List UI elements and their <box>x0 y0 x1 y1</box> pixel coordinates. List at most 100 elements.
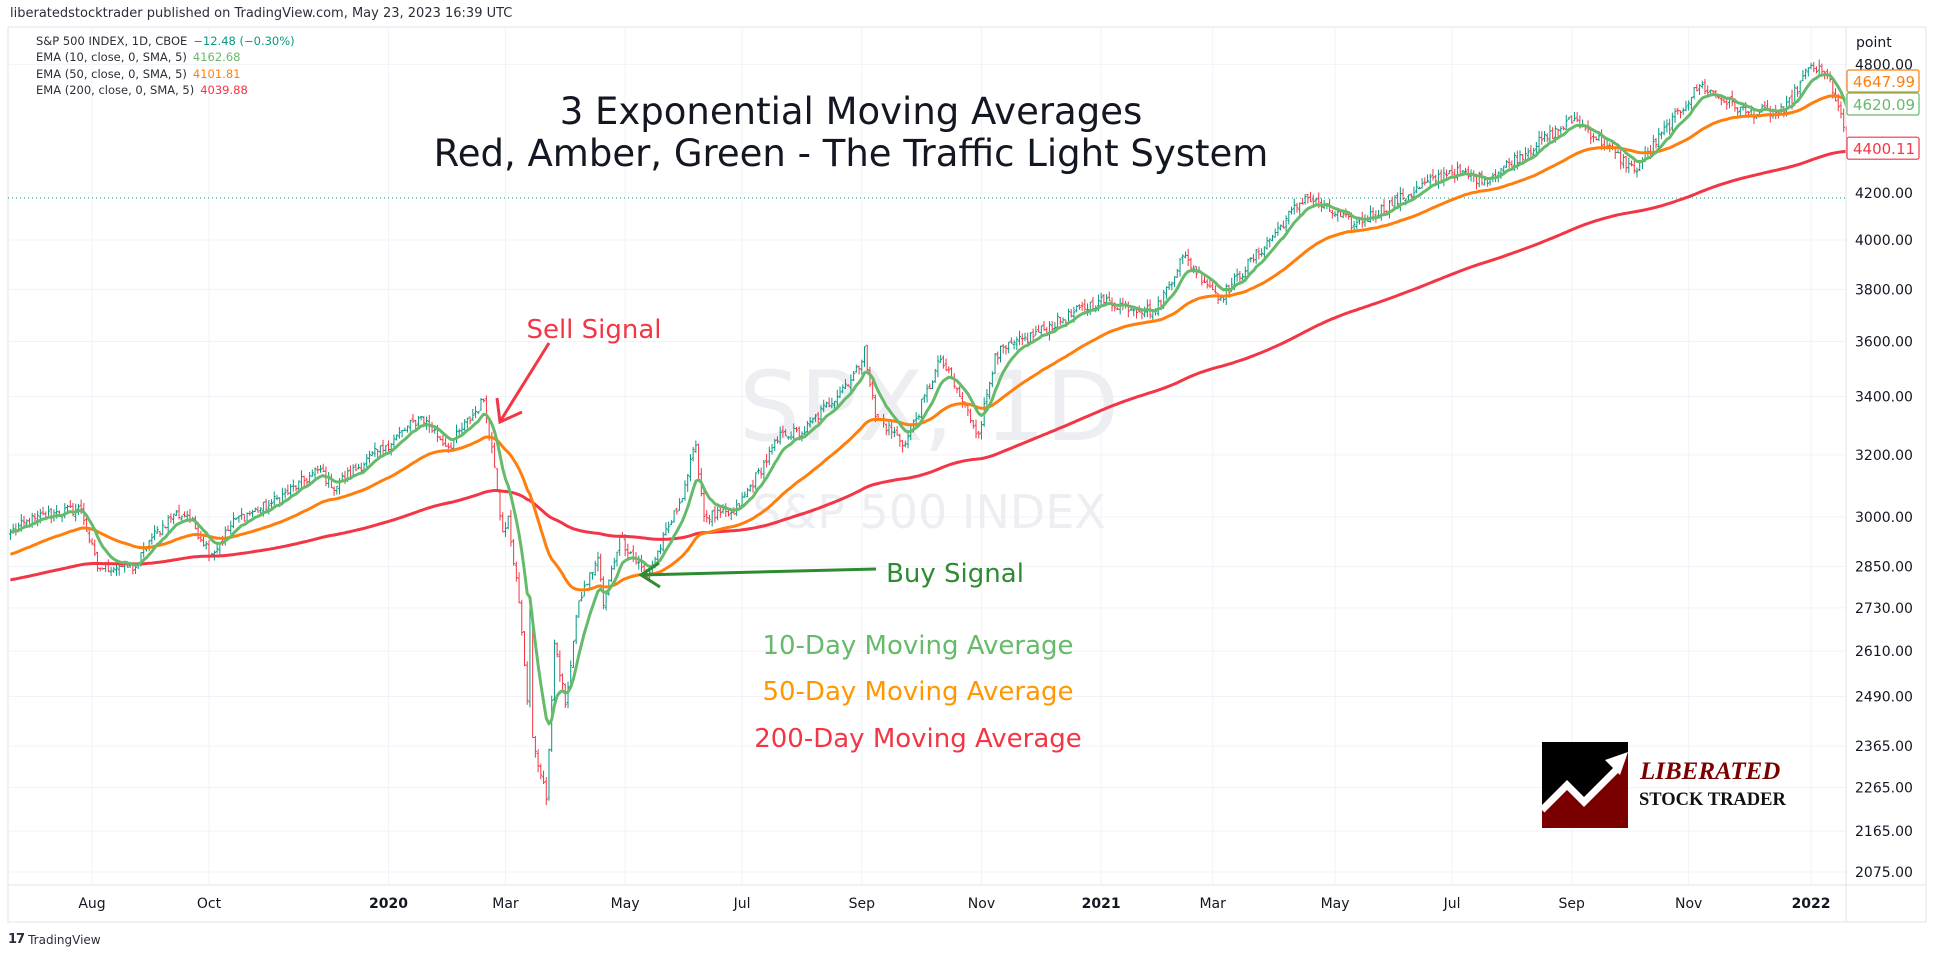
price-bar <box>1529 145 1533 159</box>
ema-lines <box>9 73 1851 726</box>
price-bar <box>1703 78 1707 95</box>
price-bar <box>716 506 720 521</box>
time-axis[interactable]: Aug Oct 2020 Mar May Jul Sep Nov 2021 Mar May Jul Se… <box>78 896 1830 912</box>
grid <box>8 27 1846 885</box>
price-bar <box>577 600 581 618</box>
price-bar <box>1012 340 1016 350</box>
price-bar <box>1687 100 1691 111</box>
price-bar <box>367 450 371 464</box>
price-bar <box>784 429 788 437</box>
legend-change: −12.48 (−0.30%) <box>193 34 295 48</box>
price-bar <box>1423 177 1427 186</box>
price-bar <box>574 614 578 644</box>
price-bar <box>1203 276 1206 284</box>
price-bar <box>803 426 807 435</box>
time-tick-label: Aug <box>78 896 105 912</box>
price-bar <box>310 469 314 477</box>
price-bar <box>1668 118 1672 135</box>
price-bar <box>1812 62 1816 73</box>
price-bar <box>990 371 994 388</box>
price-bar <box>1284 215 1288 232</box>
price-bar <box>1031 328 1035 341</box>
price-bar <box>1521 153 1525 162</box>
price-bar <box>22 515 26 528</box>
price-bar <box>678 498 682 511</box>
price-bar <box>944 358 948 372</box>
time-tick-label: Jul <box>733 896 751 912</box>
price-bar <box>509 510 513 547</box>
price-bar <box>1390 196 1394 207</box>
price-bar <box>517 572 521 604</box>
price-bar <box>1058 316 1062 326</box>
time-tick-label: 2022 <box>1792 896 1831 912</box>
price-bar <box>161 520 165 536</box>
price-bar <box>854 364 858 373</box>
price-badge <box>1846 136 1920 160</box>
price-bar <box>1420 178 1424 189</box>
tradingview-brand: TradingView <box>28 932 101 947</box>
price-bar <box>158 530 162 537</box>
price-bar <box>1186 248 1190 267</box>
price-bar <box>174 509 178 517</box>
ma50-label: 50-Day Moving Average <box>762 677 1073 707</box>
price-bar <box>860 359 864 375</box>
price-bar <box>1132 307 1136 317</box>
price-bar <box>1069 309 1073 318</box>
price-axis[interactable]: 4800.004200.004000.003800.003600.003400.… <box>1846 35 1920 881</box>
price-bar <box>153 525 157 541</box>
legend-symbol: S&P 500 INDEX, 1D, CBOE <box>36 34 188 48</box>
price-bar <box>1806 67 1810 77</box>
price-bar <box>493 442 497 468</box>
price-bar <box>816 411 820 426</box>
price-bar <box>468 416 472 425</box>
price-bar <box>1681 107 1685 115</box>
price-bar <box>1009 337 1013 344</box>
price-bar <box>1708 89 1712 94</box>
price-bar <box>863 346 866 367</box>
price-unit-label: point <box>1856 35 1892 51</box>
legend-symbol-row[interactable]: S&P 500 INDEX, 1D, CBOE −12.48 (−0.30%) <box>36 33 295 49</box>
price-tick-label: 4000.00 <box>1855 233 1913 249</box>
price-bar <box>1034 325 1038 336</box>
price-bar <box>778 426 782 445</box>
price-bar <box>939 354 943 363</box>
price-bar <box>999 345 1002 363</box>
price-bar <box>1551 127 1555 139</box>
price-bar <box>395 434 399 441</box>
price-bar <box>914 412 918 425</box>
price-bar <box>1499 167 1503 179</box>
price-bar <box>585 583 589 586</box>
price-bar <box>1213 285 1217 294</box>
price-bar <box>727 510 730 517</box>
price-bar <box>971 419 975 429</box>
price-bar <box>199 531 203 543</box>
legend-ema10-row[interactable]: EMA (10, close, 0, SMA, 5) 4162.68 <box>36 49 295 65</box>
price-bar <box>901 439 905 453</box>
price-bar <box>925 384 929 403</box>
tradingview-footer[interactable]: 17 TradingView <box>8 932 101 947</box>
price-bar <box>1205 279 1209 289</box>
price-tick-label: 2265.00 <box>1855 781 1913 797</box>
price-badge <box>1846 69 1920 93</box>
price-bar <box>1396 192 1400 207</box>
price-bar <box>1820 63 1824 75</box>
price-bar <box>873 394 877 423</box>
legend-ema50-value: 4101.81 <box>192 66 241 81</box>
ma200-label: 200-Day Moving Average <box>754 724 1082 754</box>
price-bar <box>294 485 298 492</box>
price-bar <box>231 512 235 529</box>
price-bar <box>422 416 426 425</box>
price-bar <box>1787 97 1791 107</box>
price-bar <box>1023 332 1027 342</box>
price-bar <box>865 344 869 374</box>
price-bar <box>1695 84 1699 92</box>
price-bar <box>1507 157 1511 169</box>
price-bar <box>1401 188 1405 200</box>
price-bar <box>1632 159 1636 174</box>
legend-ema50-row[interactable]: EMA (50, close, 0, SMA, 5) 4101.81 <box>36 66 295 82</box>
legend-ema200-row[interactable]: EMA (200, close, 0, SMA, 5) 4039.88 <box>36 82 295 98</box>
price-bar <box>773 438 777 452</box>
price-bar <box>1178 258 1182 277</box>
time-tick-label: 2021 <box>1082 896 1121 912</box>
